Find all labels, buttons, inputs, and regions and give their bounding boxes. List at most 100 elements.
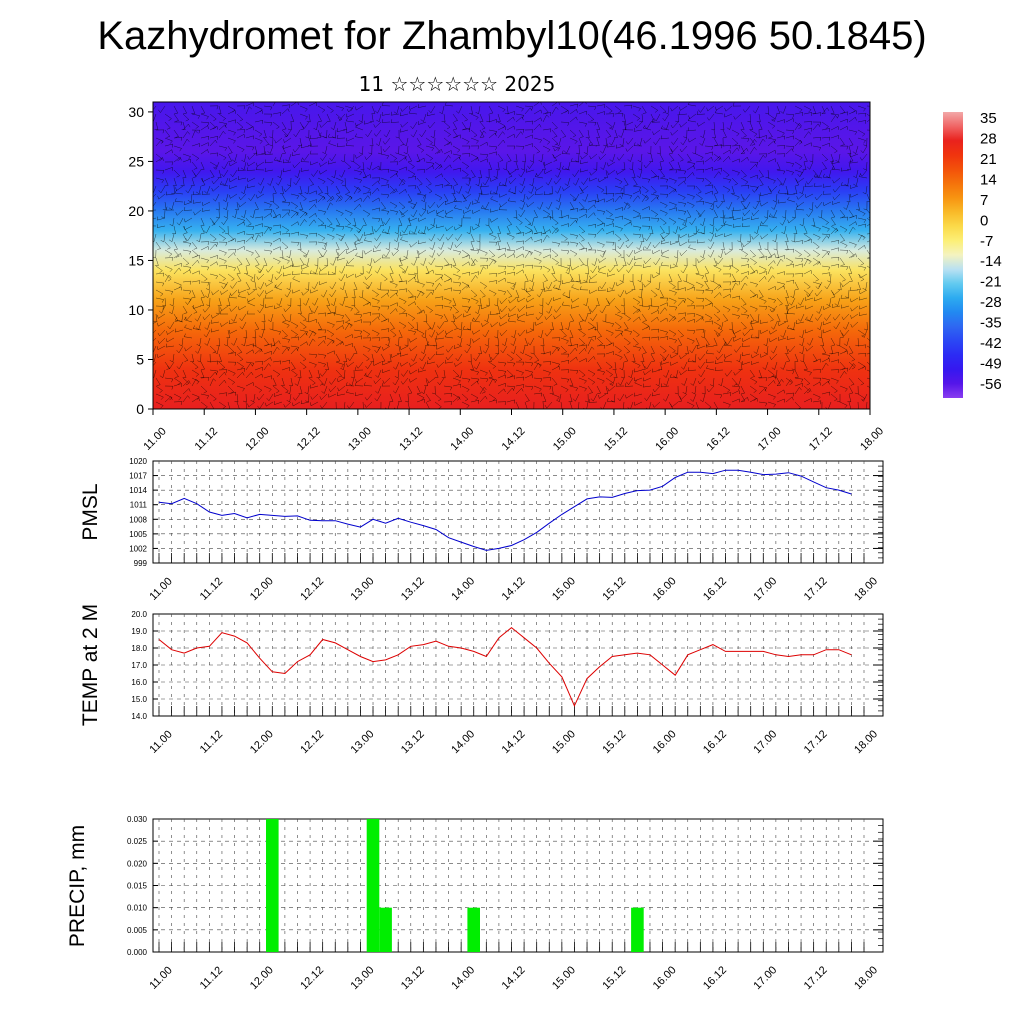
precip-x-tick-label-7: 14.12 bbox=[500, 964, 528, 992]
pressure-y-tick-label-4: 1008 bbox=[129, 515, 147, 524]
xs-y-tick-label-1: 5 bbox=[136, 351, 144, 367]
xs-x-tick-label-9: 15.12 bbox=[602, 425, 630, 453]
cross-section-panel: 0 5 10 15 20 25 30 11.00 11.12 12.00 12.12 13.00 13.… bbox=[128, 101, 886, 453]
pressure-y-tick-label-7: 999 bbox=[134, 559, 148, 568]
precip-x-tick-label-10: 16.00 bbox=[651, 964, 679, 992]
pressure-x-tick-label-8: 15.00 bbox=[550, 575, 578, 603]
colorbar-label-0: 35 bbox=[980, 110, 997, 127]
xs-x-tick-label-6: 14.00 bbox=[448, 425, 476, 453]
pressure-x-tick-label-6: 14.00 bbox=[449, 575, 477, 603]
xs-x-tick-label-10: 16.00 bbox=[653, 425, 681, 453]
temp-x-tick-label-13: 17.12 bbox=[802, 728, 830, 756]
pressure-y-tick-label-3: 1011 bbox=[130, 501, 148, 510]
temp-x-tick-label-5: 13.12 bbox=[399, 728, 427, 756]
pressure-x-tick-label-9: 15.12 bbox=[600, 575, 628, 603]
pressure-x-tick-label-11: 16.12 bbox=[701, 575, 729, 603]
precip-x-tick-label-2: 12.00 bbox=[248, 964, 276, 992]
precip-bar-0 bbox=[266, 819, 279, 952]
wind-barb-paths bbox=[153, 102, 870, 409]
temp-x-tick-label-8: 15.00 bbox=[550, 728, 578, 756]
temperature-panel: 20.0 19.0 18.0 17.0 16.0 15.0 14.011.00 11.12 12… bbox=[79, 604, 884, 756]
pressure-y-tick-label-0: 1020 bbox=[129, 457, 147, 466]
precip-y-tick-label-5: 0.005 bbox=[127, 926, 148, 935]
xs-x-tick-label-0: 11.00 bbox=[141, 425, 168, 452]
pressure-x-tick-label-4: 13.00 bbox=[349, 575, 377, 603]
pressure-x-tick-label-7: 14.12 bbox=[500, 575, 528, 603]
pressure-x-tick-label-5: 13.12 bbox=[399, 575, 427, 603]
temp-x-tick-label-1: 11.12 bbox=[198, 728, 225, 755]
colorbar-bar bbox=[943, 112, 963, 398]
colorbar-label-4: 7 bbox=[980, 192, 988, 209]
precip-y-tick-label-0: 0.030 bbox=[127, 815, 148, 824]
xs-x-tick-label-13: 17.12 bbox=[807, 425, 835, 453]
colorbar-label-12: -49 bbox=[980, 356, 1002, 373]
precip-y-tick-label-6: 0.000 bbox=[127, 948, 148, 957]
precip-y-tick-label-1: 0.025 bbox=[127, 837, 148, 846]
precip-bar-1 bbox=[366, 819, 380, 952]
page-subtitle: 11 ☆☆☆☆☆☆ 2025 bbox=[358, 72, 556, 96]
wind-barbs bbox=[153, 102, 870, 409]
colorbar: 35 28 21 14 7 0 -7 -14 -21 -28 -35 -42 -49 -56 bbox=[943, 110, 1002, 398]
xs-x-tick-label-7: 14.12 bbox=[500, 425, 528, 453]
colorbar-label-3: 14 bbox=[980, 171, 997, 188]
page-title: Kazhydromet for Zhambyl10(46.1996 50.184… bbox=[97, 14, 927, 58]
pressure-y-tick-label-5: 1005 bbox=[129, 530, 147, 539]
temp-y-tick-label-2: 18.0 bbox=[131, 644, 147, 653]
precip-bar-3 bbox=[467, 907, 480, 952]
precip-x-tick-label-12: 17.00 bbox=[751, 964, 779, 992]
xs-y-tick-label-4: 20 bbox=[128, 203, 144, 219]
pressure-x-tick-label-13: 17.12 bbox=[802, 575, 830, 603]
xs-y-tick-label-3: 15 bbox=[128, 252, 144, 268]
precip-x-tick-label-13: 17.12 bbox=[802, 964, 830, 992]
pressure-frame bbox=[152, 460, 884, 564]
precip-x-tick-label-4: 13.00 bbox=[349, 964, 377, 992]
precip-x-tick-label-3: 12.12 bbox=[298, 964, 326, 992]
colorbar-label-8: -21 bbox=[980, 274, 1002, 291]
temp-x-tick-label-11: 16.12 bbox=[701, 728, 729, 756]
xs-x-tick-label-3: 12.12 bbox=[295, 425, 323, 453]
colorbar-label-13: -56 bbox=[980, 376, 1002, 393]
xs-x-tick-label-1: 11.12 bbox=[193, 425, 220, 452]
precip-x-tick-label-8: 15.00 bbox=[550, 964, 578, 992]
xs-x-tick-label-11: 16.12 bbox=[705, 425, 733, 453]
pressure-x-tick-label-3: 12.12 bbox=[298, 575, 326, 603]
precip-x-tick-label-11: 16.12 bbox=[701, 964, 729, 992]
pressure-x-tick-label-12: 17.00 bbox=[751, 575, 779, 603]
pressure-y-tick-label-1: 1017 bbox=[129, 472, 147, 481]
xs-y-tick-label-0: 0 bbox=[136, 401, 144, 417]
pressure-y-tick-label-2: 1014 bbox=[129, 486, 147, 495]
xs-y-tick-label-2: 10 bbox=[128, 302, 144, 318]
precip-ylabel: PRECIP, mm bbox=[66, 825, 89, 947]
precip-x-tick-label-14: 18.00 bbox=[852, 964, 880, 992]
temp-x-tick-label-12: 17.00 bbox=[751, 728, 779, 756]
temp-x-tick-label-3: 12.12 bbox=[298, 728, 326, 756]
pressure-ylabel: PMSL bbox=[79, 483, 102, 540]
colorbar-label-6: -7 bbox=[980, 233, 993, 250]
precip-y-tick-label-4: 0.010 bbox=[127, 904, 148, 913]
colorbar-label-1: 28 bbox=[980, 130, 997, 147]
pressure-y-tick-label-6: 1002 bbox=[129, 544, 147, 553]
pressure-x-tick-label-14: 18.00 bbox=[852, 575, 880, 603]
xs-x-tick-label-2: 12.00 bbox=[244, 425, 272, 453]
temp-ylabel: TEMP at 2 M bbox=[79, 604, 102, 726]
precip-x-tick-label-9: 15.12 bbox=[600, 964, 628, 992]
precip-panel: 0.030 0.025 0.020 0.015 0.010 0.005 0.000 11.00… bbox=[66, 815, 884, 992]
temp-x-tick-label-9: 15.12 bbox=[600, 728, 628, 756]
colorbar-label-11: -42 bbox=[980, 335, 1002, 352]
precip-x-tick-label-0: 11.00 bbox=[147, 964, 174, 991]
colorbar-label-5: 0 bbox=[980, 212, 988, 229]
pressure-panel: 1020 1017 1014 1011 1008 1005 1002 999 11.00 11.1… bbox=[79, 457, 884, 603]
colorbar-label-2: 21 bbox=[980, 151, 997, 168]
temp-y-tick-label-6: 14.0 bbox=[131, 712, 147, 721]
temp-x-tick-label-10: 16.00 bbox=[651, 728, 679, 756]
temp-y-tick-label-4: 16.0 bbox=[131, 678, 147, 687]
precip-bar-2 bbox=[379, 907, 392, 952]
temp-y-tick-label-5: 15.0 bbox=[131, 695, 147, 704]
temp-y-tick-label-3: 17.0 bbox=[131, 661, 147, 670]
colorbar-label-10: -35 bbox=[980, 315, 1002, 332]
xs-x-tick-label-14: 18.00 bbox=[858, 425, 886, 453]
temp-x-tick-label-6: 14.00 bbox=[449, 728, 477, 756]
precip-frame bbox=[152, 818, 884, 953]
xs-x-tick-label-8: 15.00 bbox=[551, 425, 579, 453]
colorbar-label-9: -28 bbox=[980, 294, 1002, 311]
